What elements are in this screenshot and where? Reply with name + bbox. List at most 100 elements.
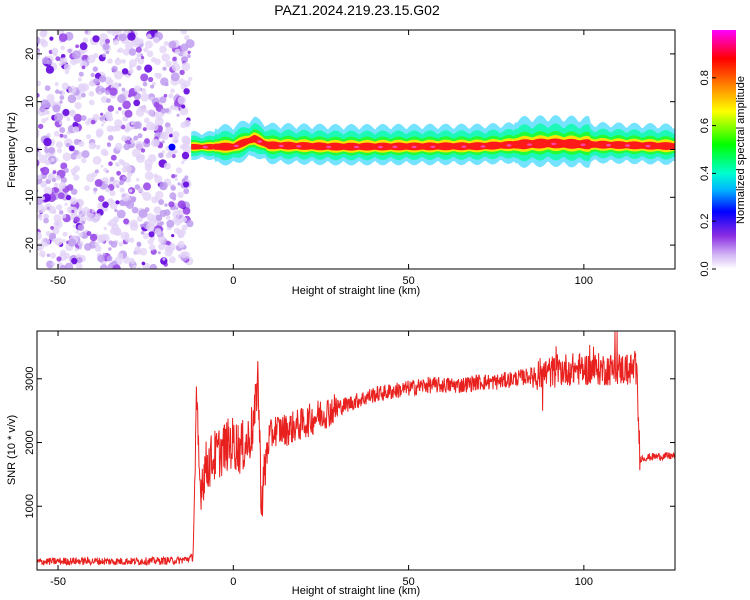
snr-panel: -50 0 50 100 1000 2000 3000 Height of straight… (6, 330, 676, 597)
noise-blob (147, 109, 155, 117)
noise-blob (101, 123, 104, 127)
noise-blob (122, 48, 130, 56)
noise-blob (133, 85, 141, 93)
noise-blob (94, 245, 102, 252)
noise-blob (136, 242, 142, 247)
noise-blob (82, 37, 89, 43)
noise-blob (127, 32, 136, 41)
signal-peak (354, 145, 359, 149)
signal-peak (326, 145, 332, 149)
noise-blob (43, 186, 53, 196)
noise-blob (140, 73, 149, 82)
noise-blob (188, 76, 193, 82)
noise-blob (183, 119, 191, 128)
noise-blob (78, 213, 83, 218)
noise-blob (144, 64, 153, 73)
noise-blob (64, 202, 68, 206)
noise-blob (182, 51, 187, 57)
noise-blob (67, 94, 77, 104)
noise-blob (63, 134, 68, 139)
noise-blob (50, 226, 54, 230)
noise-blob (43, 217, 49, 224)
noise-blob (41, 237, 51, 247)
signal-peak (278, 144, 284, 148)
noise-blob (160, 257, 168, 265)
noise-blob (100, 112, 104, 116)
noise-blob (115, 110, 119, 115)
noise-blob (55, 175, 61, 181)
noise-blob (56, 204, 63, 211)
noise-blob (134, 140, 144, 150)
snr-frame (36, 330, 676, 571)
noise-blob (59, 264, 67, 269)
noise-blob (64, 69, 70, 75)
chart-title: PAZ1.2024.219.23.15.G02 (274, 2, 440, 18)
noise-blob (181, 104, 186, 109)
noise-blob (54, 182, 59, 188)
noise-blob (123, 143, 131, 151)
noise-blob (147, 238, 154, 245)
noise-blob (41, 207, 46, 213)
noise-blob (158, 236, 165, 244)
noise-blob (102, 53, 106, 58)
colorbar-tick-label: 0.8 (699, 70, 711, 85)
noise-blob (38, 123, 44, 130)
noise-blob (186, 220, 194, 228)
signal-peak (480, 145, 486, 148)
noise-blob (44, 214, 50, 220)
noise-blob (98, 75, 107, 83)
noise-blob (174, 177, 178, 181)
noise-blob (37, 80, 41, 87)
noise-blob (161, 140, 165, 144)
signal-peak (551, 142, 557, 146)
noise-blob (62, 231, 68, 237)
noise-blob (122, 100, 131, 110)
noise-blob (171, 174, 176, 179)
noise-blob (107, 221, 112, 226)
noise-blob (180, 251, 188, 259)
noise-blob (121, 68, 129, 75)
noise-blob (102, 201, 109, 208)
noise-blob (140, 223, 144, 228)
noise-blob (183, 181, 190, 188)
noise-blob (172, 210, 181, 219)
noise-blob (172, 216, 179, 223)
noise-blob (60, 57, 68, 65)
noise-blob (44, 159, 51, 166)
noise-blob (86, 134, 92, 140)
noise-blob (125, 200, 135, 209)
signal-band-core (191, 134, 675, 151)
colorbar: 0.0 0.2 0.4 0.6 0.8 Normalized spectral ampl… (699, 30, 747, 277)
noise-blob (92, 66, 99, 72)
spectrogram-y-tick-label: 10 (24, 96, 36, 108)
signal-peak (506, 144, 512, 147)
noise-blob (151, 138, 160, 148)
noise-blob (71, 209, 75, 213)
noise-blob (120, 160, 126, 166)
noise-blob (52, 170, 57, 174)
noise-blob (148, 231, 155, 238)
noise-blob (172, 56, 177, 62)
noise-blob (171, 153, 176, 159)
noise-blob (115, 162, 120, 167)
noise-blob (148, 218, 157, 227)
noise-blob (177, 182, 181, 186)
signal-peak (527, 143, 533, 146)
noise-blob (142, 191, 152, 201)
noise-blob (143, 117, 150, 124)
noise-blob (50, 157, 55, 162)
noise-blob (130, 120, 136, 126)
noise-blob (78, 71, 84, 77)
noise-blob (142, 233, 150, 240)
noise-blob (46, 132, 51, 137)
noise-blob (89, 233, 98, 242)
noise-blob (182, 144, 192, 154)
noise-blob (104, 180, 109, 185)
signal-peak (257, 140, 263, 143)
noise-blob (173, 227, 181, 234)
noise-blob (55, 89, 60, 94)
noise-blob (109, 87, 118, 96)
noise-blob (62, 239, 66, 243)
noise-blob (165, 126, 174, 135)
spectrogram-axes: -50 0 50 100 -20 -10 0 10 20 (24, 30, 675, 287)
